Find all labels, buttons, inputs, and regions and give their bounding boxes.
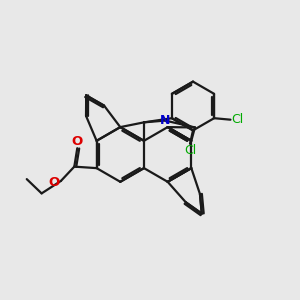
Text: O: O xyxy=(72,135,83,148)
Text: N: N xyxy=(160,114,170,127)
Text: Cl: Cl xyxy=(184,144,196,157)
Text: Cl: Cl xyxy=(231,113,243,126)
Text: O: O xyxy=(49,176,60,189)
